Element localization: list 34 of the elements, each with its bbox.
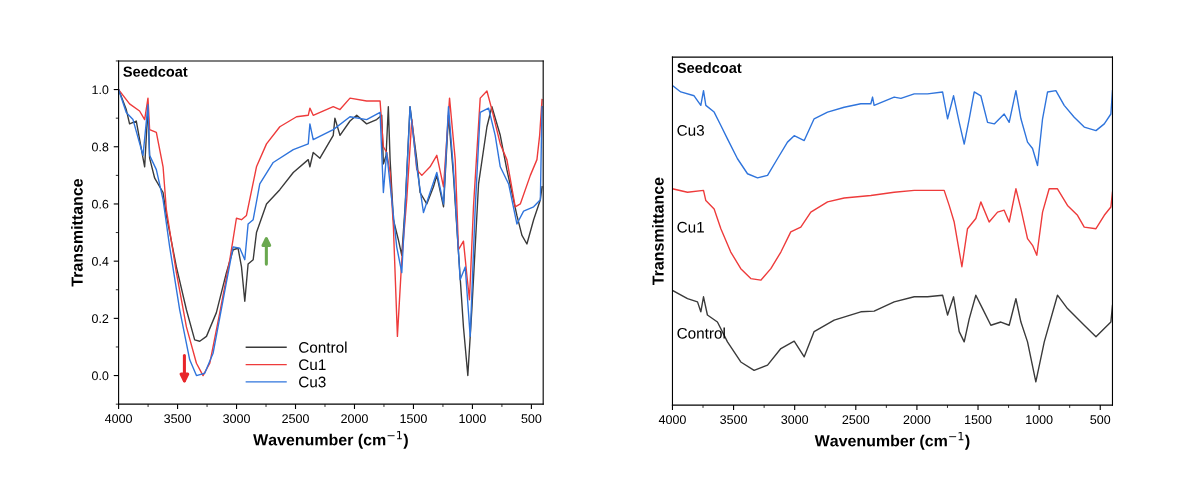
x-tick-label: 3500: [720, 415, 747, 425]
series-label: Cu1: [677, 221, 704, 233]
y-tick-label: 0.8: [91, 142, 109, 152]
x-tick-label: 1500: [400, 414, 427, 424]
x-tick-label: 500: [521, 414, 542, 424]
y-tick-label: 0.2: [91, 314, 109, 324]
x-tick-label: 1000: [1026, 415, 1053, 425]
y-tick-label: 0.4: [91, 256, 109, 266]
x-tick-label: 1500: [965, 415, 992, 425]
x-tick-label: 2000: [903, 415, 931, 425]
x-tick-label: 4000: [658, 415, 686, 425]
x-tick-label: 3000: [781, 415, 809, 425]
y-axis-title: Transmittance: [652, 177, 664, 286]
x-axis-title: Wavenumber (cm$^{−1}$): [253, 431, 408, 449]
x-tick-label: 3000: [223, 414, 250, 424]
chart-title: Seedcoat: [123, 66, 188, 77]
x-tick-label: 4000: [104, 414, 133, 424]
x-tick-label: 2500: [842, 415, 870, 425]
x-axis-title: Wavenumber (cm$^{−1}$): [814, 432, 970, 450]
x-tick-label: 1000: [459, 414, 486, 424]
y-tick-label: 0.0: [91, 371, 109, 381]
series-label: Cu3: [677, 124, 704, 136]
legend-label: Cu3: [299, 376, 326, 388]
x-tick-label: 500: [1090, 415, 1111, 425]
y-tick-label: 0.6: [91, 199, 109, 209]
x-tick-label: 2500: [282, 414, 309, 424]
x-tick-label: 3500: [164, 414, 191, 424]
legend-label: Cu1: [299, 359, 326, 371]
y-tick-label: 1.0: [92, 85, 109, 95]
line-series: [118, 88, 543, 377]
legend-label: Control: [299, 341, 347, 353]
chart-title: Seedcoat: [677, 62, 742, 74]
y-axis-title: Transmittance: [71, 178, 83, 287]
x-tick-label: 2000: [341, 414, 368, 424]
